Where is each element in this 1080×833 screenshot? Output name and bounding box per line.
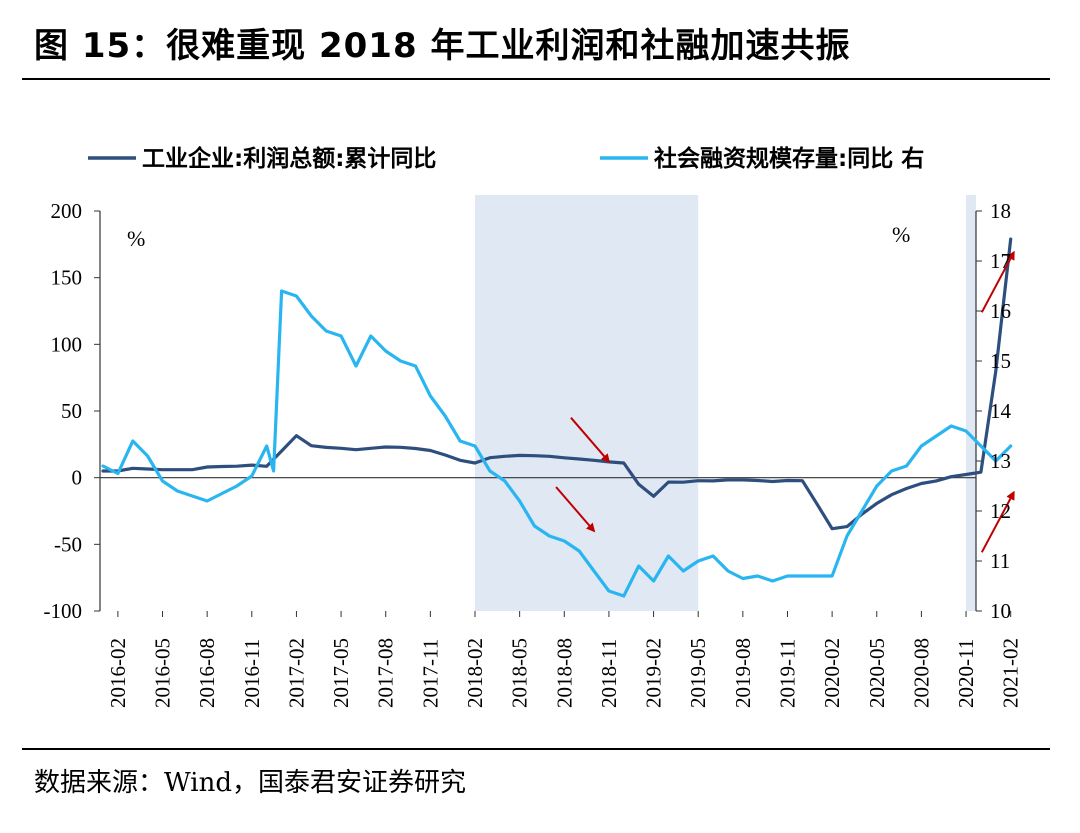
x-tick-label: 2017-05 <box>329 638 353 708</box>
right-tick-label: 17 <box>990 249 1011 273</box>
x-tick-label: 2019-11 <box>775 639 799 708</box>
left-tick-label: -50 <box>54 532 82 556</box>
x-tick-label: 2019-02 <box>642 638 666 708</box>
right-tick-label: 14 <box>990 399 1012 423</box>
right-tick-label: 12 <box>990 499 1011 523</box>
annotation-arrows <box>555 250 1015 553</box>
x-tick-label: 2019-08 <box>731 638 755 708</box>
axes <box>94 210 1012 617</box>
right-tick-label: 18 <box>990 199 1011 223</box>
bottom-rule <box>22 748 1050 750</box>
top-rule <box>22 78 1050 80</box>
left-tick-label: 200 <box>51 199 83 223</box>
series-lines <box>101 237 1013 598</box>
shaded-periods <box>475 195 976 611</box>
left-tick-label: -100 <box>44 599 83 623</box>
annotation-arrow-3 <box>980 250 1015 313</box>
left-tick-label: 100 <box>51 332 83 356</box>
x-tick-label: 2020-08 <box>909 638 933 708</box>
x-tick-label: 2016-05 <box>151 638 175 708</box>
series-line-2 <box>101 289 1013 598</box>
x-tick-label: 2020-11 <box>954 639 978 708</box>
legend-label-1: 工业企业:利润总额:累计同比 <box>142 145 436 172</box>
left-tick-label: 0 <box>72 466 83 490</box>
annotation-arrow-1 <box>570 417 611 464</box>
x-tick-label: 2018-11 <box>597 639 621 708</box>
x-tick-label: 2021-02 <box>999 638 1023 708</box>
legend-label-2: 社会融资规模存量:同比 右 <box>654 145 924 172</box>
shaded-period-1 <box>475 195 699 611</box>
x-tick-label: 2020-05 <box>865 638 889 708</box>
right-tick-label: 13 <box>990 449 1011 473</box>
left-tick-label: 50 <box>61 399 82 423</box>
right-tick-label: 16 <box>990 299 1011 323</box>
right-tick-label: 10 <box>990 599 1011 623</box>
right-unit-label: % <box>892 222 910 247</box>
x-tick-label: 2016-08 <box>195 638 219 708</box>
x-tick-label: 2019-05 <box>686 638 710 708</box>
right-tick-label: 11 <box>990 549 1010 573</box>
tick-labels: 200 150 100 50 0 -50 -100 18 17 16 15 14 13 12 11 10% % 2… <box>44 199 1023 708</box>
legend: 工业企业:利润总额:累计同比 社会融资规模存量:同比 右 <box>88 145 924 172</box>
x-tick-label: 2018-02 <box>463 638 487 708</box>
source-note: 数据来源：Wind，国泰君安证券研究 <box>34 768 466 798</box>
x-tick-label: 2017-08 <box>374 638 398 708</box>
annotation-arrow-2 <box>555 486 596 533</box>
right-tick-label: 15 <box>990 349 1011 373</box>
annotation-arrow-4 <box>980 490 1015 553</box>
x-tick-label: 2016-11 <box>240 639 264 708</box>
x-tick-label: 2018-08 <box>552 638 576 708</box>
x-tick-label: 2017-02 <box>284 638 308 708</box>
x-tick-label: 2020-02 <box>820 638 844 708</box>
left-tick-label: 150 <box>51 266 83 290</box>
chart-title: 图 15：很难重现 2018 年工业利润和社融加速共振 <box>34 26 851 66</box>
shaded-period-2 <box>966 195 976 611</box>
left-unit-label: % <box>127 226 145 251</box>
x-tick-label: 2017-11 <box>418 639 442 708</box>
x-tick-label: 2018-05 <box>508 638 532 708</box>
x-tick-label: 2016-02 <box>106 638 130 708</box>
